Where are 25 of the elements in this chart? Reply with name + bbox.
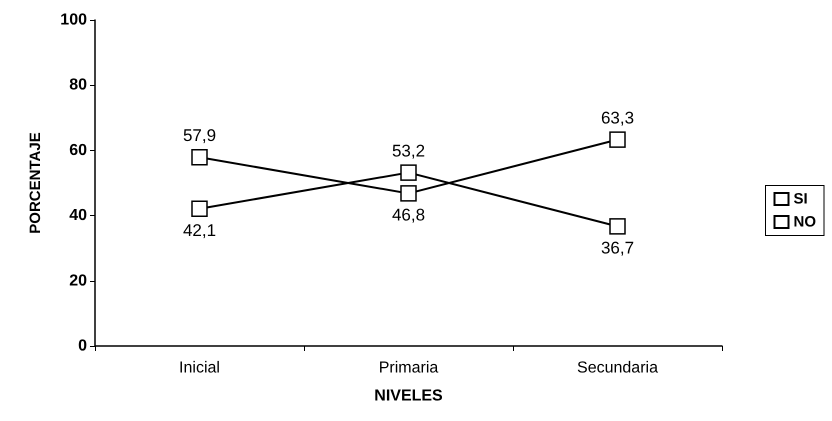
- data-label: 46,8: [392, 206, 426, 225]
- data-label: 36,7: [600, 238, 634, 258]
- y-tick-label: 100: [60, 12, 88, 28]
- point: [191, 148, 208, 166]
- data-label: 53,2: [392, 141, 426, 160]
- data-label: 57,9: [182, 126, 216, 145]
- x-axis-title: NIVELES: [374, 388, 444, 404]
- y-tick-label: 60: [69, 142, 88, 159]
- point: [400, 185, 417, 202]
- legend-label: NO: [794, 214, 816, 230]
- y-tick-label: 20: [69, 272, 88, 290]
- y-tick-label: 0: [78, 338, 88, 354]
- y-tick-label: 80: [69, 76, 88, 94]
- point: [609, 218, 626, 235]
- y-axis-title: PORCENTAJE: [27, 132, 44, 234]
- y-tick-label: 40: [69, 207, 88, 224]
- legend-label: SI: [794, 190, 808, 208]
- data-label: 42,1: [182, 221, 216, 240]
- x-tick-label: Primaria: [378, 360, 438, 376]
- point: [191, 200, 208, 218]
- x-tick-label: Secundaria: [577, 360, 658, 376]
- x-tick-label: Inicial: [179, 360, 220, 376]
- point: [400, 164, 417, 181]
- data-label: 63,3: [600, 108, 634, 128]
- point: [609, 131, 626, 148]
